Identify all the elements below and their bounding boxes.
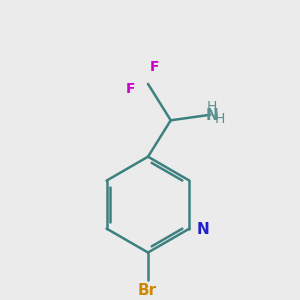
Text: F: F	[126, 82, 135, 96]
Text: H: H	[215, 112, 226, 126]
Text: N: N	[206, 108, 219, 123]
Text: F: F	[149, 60, 159, 74]
Text: Br: Br	[137, 283, 157, 298]
Text: H: H	[207, 100, 217, 114]
Text: N: N	[196, 222, 209, 237]
